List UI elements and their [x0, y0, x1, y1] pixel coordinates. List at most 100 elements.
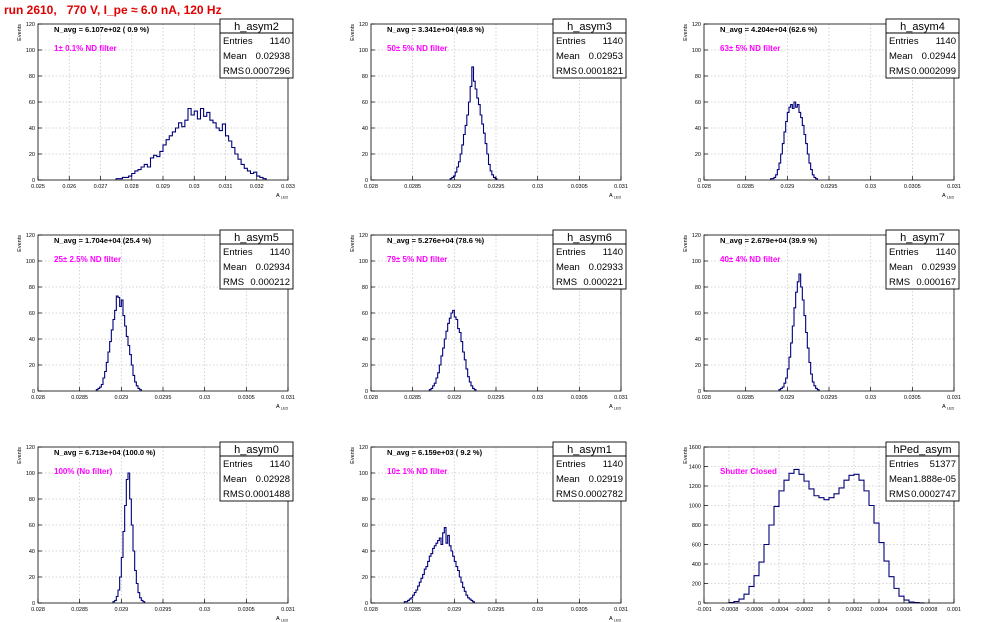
- stats-label: Entries: [223, 247, 253, 258]
- y-tick-label: 1600: [689, 445, 701, 451]
- x-tick-label: 0.031: [947, 395, 961, 401]
- stats-value: 1.888e-05: [913, 474, 956, 485]
- y-axis-label: Events: [350, 235, 356, 252]
- x-tick-label: -0.0002: [795, 607, 814, 613]
- y-axis-label: Events: [350, 24, 356, 41]
- stats-value: 0.0001821: [578, 66, 623, 77]
- histogram-outline: [728, 468, 925, 604]
- x-tick-label: 0.03: [532, 395, 543, 401]
- navg-label: N_avg = 6.159e+03 ( 9.2 %): [387, 448, 483, 457]
- y-tick-label: 60: [695, 311, 701, 317]
- stats-label: Entries: [556, 36, 586, 47]
- stats-box: [552, 18, 627, 79]
- y-tick-label: 20: [29, 575, 35, 581]
- x-axis-label: A LED: [609, 193, 622, 200]
- x-tick-label: 0.031: [281, 607, 295, 613]
- x-tick-label: 0.0004: [871, 607, 888, 613]
- stats-label: RMS: [223, 277, 244, 288]
- x-tick-label: 0.0285: [404, 607, 421, 613]
- x-tick-label: 0.029: [447, 607, 461, 613]
- stats-label: RMS: [556, 277, 577, 288]
- y-tick-label: 200: [692, 582, 701, 588]
- x-tick-label: 0.03: [199, 607, 210, 613]
- y-tick-label: 80: [362, 497, 368, 503]
- stats-box: [219, 229, 294, 290]
- y-tick-label: 60: [29, 100, 35, 106]
- y-tick-label: 60: [29, 311, 35, 317]
- x-tick-label: 0.025: [31, 184, 45, 190]
- navg-label: N_avg = 6.713e+04 (100.0 %): [54, 448, 156, 457]
- x-tick-label: 0.0295: [155, 607, 172, 613]
- histogram-outline: [95, 295, 142, 391]
- y-tick-label: 120: [692, 233, 701, 239]
- histogram-outline: [770, 101, 818, 180]
- x-tick-label: 0.03: [865, 184, 876, 190]
- histogram-panel-h_asym1: 0.028 0.0285 0.029 0.0295 0.03 0.0305 0.031 0 20…: [350, 441, 628, 622]
- stats-box: [885, 229, 960, 290]
- x-tick-label: -0.0008: [720, 607, 739, 613]
- stats-label: Entries: [556, 247, 586, 258]
- stats-title: h_asym4: [900, 21, 945, 33]
- y-tick-label: 120: [359, 233, 368, 239]
- stats-value: 0.0002747: [911, 489, 956, 500]
- stats-label: RMS: [223, 489, 244, 500]
- y-tick-label: 100: [359, 471, 368, 477]
- x-tick-label: 0.0295: [821, 395, 838, 401]
- filter-label: 100% (No filter): [54, 467, 113, 476]
- stats-label: Entries: [889, 247, 919, 258]
- filter-label: 50± 5% ND filter: [387, 44, 447, 53]
- x-axis-label: A LED: [276, 616, 289, 622]
- y-tick-label: 0: [365, 601, 368, 607]
- y-tick-label: 1200: [689, 484, 701, 490]
- x-tick-label: 0.031: [281, 395, 295, 401]
- y-tick-label: 0: [365, 389, 368, 395]
- stats-value: 1140: [936, 36, 956, 47]
- y-axis-label: Events: [17, 447, 23, 464]
- x-tick-label: 0.0295: [488, 395, 505, 401]
- y-tick-label: 40: [362, 337, 368, 343]
- x-tick-label: 0.028: [125, 184, 139, 190]
- y-tick-label: 0: [32, 389, 35, 395]
- stats-label: Entries: [223, 459, 253, 470]
- histogram-outline: [403, 527, 475, 603]
- stats-label: Mean: [556, 262, 580, 273]
- stats-box: [885, 18, 960, 79]
- stats-value: 1140: [270, 459, 290, 470]
- y-tick-label: 600: [692, 543, 701, 549]
- y-tick-label: 20: [362, 152, 368, 158]
- x-axis-label: A LED: [276, 193, 289, 200]
- x-axis-label: A LED: [276, 404, 289, 411]
- x-tick-label: 0.026: [62, 184, 76, 190]
- stats-value: 1140: [270, 36, 290, 47]
- y-tick-label: 40: [29, 126, 35, 132]
- x-tick-label: 0.028: [364, 395, 378, 401]
- y-tick-label: 400: [692, 562, 701, 568]
- stats-value: 0.02953: [589, 51, 623, 62]
- stats-label: Mean: [556, 474, 580, 485]
- stats-label: RMS: [889, 277, 910, 288]
- navg-label: N_avg = 6.107e+02 ( 0.9 %): [54, 25, 150, 34]
- y-tick-label: 60: [695, 100, 701, 106]
- histogram-panel-h_asym7: 0.028 0.0285 0.029 0.0295 0.03 0.0305 0.031 0 20…: [683, 229, 961, 411]
- x-tick-label: 0.033: [281, 184, 295, 190]
- x-tick-label: 0.0285: [737, 184, 754, 190]
- filter-label: Shutter Closed: [720, 467, 777, 476]
- y-tick-label: 100: [26, 259, 35, 265]
- x-tick-label: 0.0285: [404, 395, 421, 401]
- y-tick-label: 120: [692, 22, 701, 28]
- y-axis-label: Events: [17, 235, 23, 252]
- y-tick-label: 40: [695, 337, 701, 343]
- stats-value: 0.000167: [916, 277, 956, 288]
- stats-box: [552, 441, 627, 502]
- x-tick-label: 0.0285: [737, 395, 754, 401]
- x-tick-label: 0.028: [697, 184, 711, 190]
- stats-label: Entries: [223, 36, 253, 47]
- histogram-panel-h_asym2: 0.025 0.026 0.027 0.028 0.029 0.03 0.031 0.032 0…: [17, 18, 295, 200]
- x-tick-label: 0.0002: [846, 607, 863, 613]
- x-tick-label: 0.0305: [904, 395, 921, 401]
- stats-value: 0.0007296: [245, 66, 290, 77]
- y-tick-label: 80: [695, 74, 701, 80]
- stats-value: 1140: [603, 247, 623, 258]
- stats-label: RMS: [556, 66, 577, 77]
- navg-label: N_avg = 1.704e+04 (25.4 %): [54, 236, 152, 245]
